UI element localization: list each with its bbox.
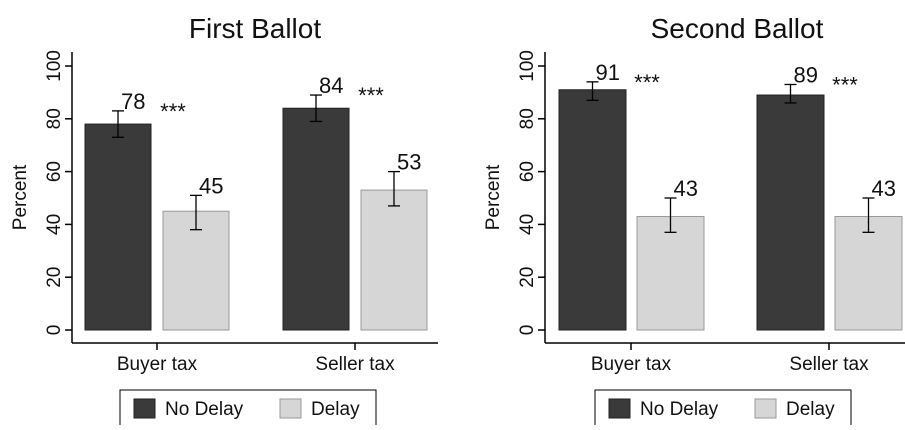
y-tick-label: 80 [517, 108, 538, 129]
significance-stars: *** [358, 83, 384, 108]
data-label: 89 [794, 62, 818, 87]
significance-stars: *** [160, 99, 186, 124]
legend-box [594, 389, 852, 430]
significance-stars: *** [832, 72, 858, 97]
y-tick-label: 0 [44, 325, 65, 336]
bar-no-delay [84, 123, 152, 331]
bar-no-delay [558, 89, 627, 331]
legend-swatch-no-delay [133, 398, 156, 419]
legend-label: Delay [786, 399, 835, 420]
y-tick-label: 0 [517, 325, 538, 336]
data-label: 84 [319, 73, 343, 98]
legend-box [119, 389, 377, 430]
y-axis-label: Percent [10, 164, 31, 230]
y-tick-label: 100 [517, 50, 538, 82]
data-label: 45 [199, 173, 223, 198]
data-label: 53 [397, 150, 421, 175]
bar-delay [360, 189, 428, 331]
y-axis-label: Percent [483, 164, 504, 230]
data-label: 91 [596, 60, 620, 85]
data-label: 43 [872, 176, 896, 201]
y-tick-label: 80 [44, 108, 65, 129]
legend-label: No Delay [640, 399, 719, 420]
x-tick-label: Buyer tax [591, 354, 672, 375]
y-tick-label: 20 [517, 267, 538, 288]
x-tick-label: Seller tax [789, 354, 869, 375]
legend-swatch-no-delay [608, 398, 631, 419]
x-tick-label: Buyer tax [117, 354, 198, 375]
bar-delay [162, 210, 230, 331]
legend-swatch-delay [279, 398, 302, 419]
significance-stars: *** [634, 70, 660, 95]
bar-no-delay [282, 107, 350, 331]
y-tick-label: 20 [44, 267, 65, 288]
chart-panel-2: Second Ballot 0 20 40 60 80 100 Percent 91 43 *** B… [483, 13, 905, 430]
legend: No Delay Delay [594, 389, 852, 430]
y-tick-label: 100 [44, 50, 65, 82]
data-label: 78 [121, 89, 145, 114]
bar-delay [636, 215, 705, 331]
y-tick-label: 60 [517, 161, 538, 182]
chart-title: Second Ballot [651, 13, 824, 44]
legend: No Delay Delay [119, 389, 377, 430]
bar-no-delay [756, 94, 825, 331]
x-tick-label: Seller tax [315, 354, 395, 375]
chart-panel-1: First Ballot 0 20 40 60 80 100 Percent 78 45 *** Bu… [10, 13, 438, 430]
y-tick-label: 40 [44, 214, 65, 235]
y-tick-label: 60 [44, 161, 65, 182]
data-label: 43 [674, 176, 698, 201]
y-tick-label: 40 [517, 214, 538, 235]
legend-label: No Delay [165, 399, 244, 420]
legend-swatch-delay [754, 398, 777, 419]
bar-delay [834, 215, 903, 331]
legend-label: Delay [311, 399, 360, 420]
chart-title: First Ballot [189, 13, 321, 44]
